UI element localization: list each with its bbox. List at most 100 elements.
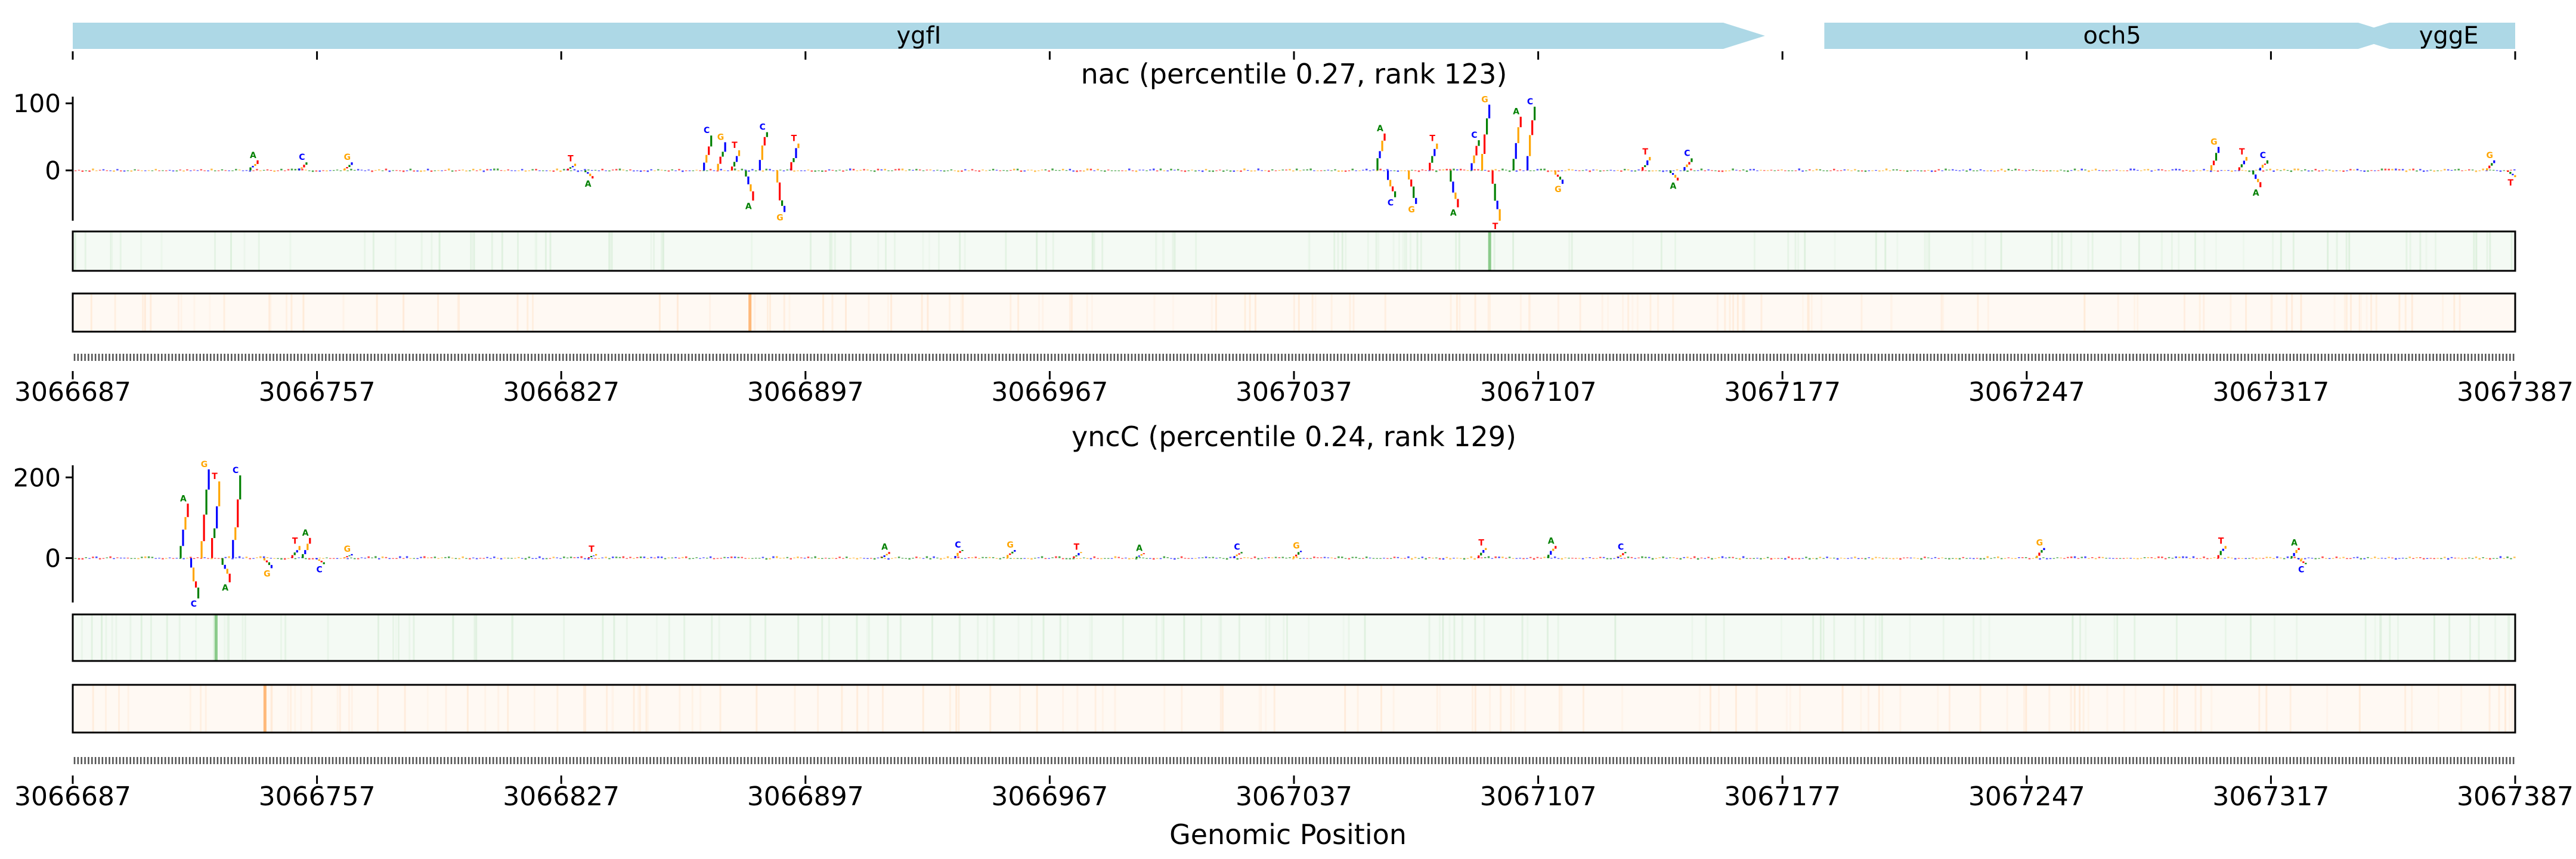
- attribution-noise-mark: [1089, 168, 1092, 171]
- attribution-noise-mark: [1020, 558, 1023, 560]
- attribution-noise-mark: [1913, 170, 1916, 171]
- attribution-noise-mark: [821, 170, 823, 172]
- heatmap-cell: [1881, 685, 1884, 733]
- attribution-noise-mark: [2119, 558, 2122, 559]
- attribution-noise-mark: [2241, 169, 2244, 171]
- attribution-noise-mark: [1212, 170, 1214, 172]
- attribution-noise-mark: [2255, 558, 2258, 560]
- sequence-base: [1015, 757, 1018, 764]
- attribution-noise-mark: [1763, 558, 1766, 559]
- heatmap-cell: [1160, 614, 1163, 661]
- heatmap-cell: [1723, 614, 1725, 661]
- attribution-noise-mark: [761, 170, 764, 172]
- sequence-base: [635, 757, 637, 764]
- sequence-base: [2411, 757, 2413, 764]
- sequence-base: [1899, 757, 1900, 764]
- heatmap-cell: [1311, 293, 1314, 332]
- heatmap-cell: [1030, 614, 1033, 661]
- attribution-noise-mark: [1463, 169, 1466, 171]
- sequence-base: [660, 354, 662, 361]
- sequence-base: [667, 757, 669, 764]
- sequence-base: [932, 354, 934, 361]
- sequence-base: [339, 354, 341, 361]
- attribution-noise-mark: [618, 168, 621, 171]
- sequence-base: [335, 354, 338, 361]
- attribution-noise-mark: [552, 557, 555, 558]
- heatmap-cell: [2366, 293, 2368, 332]
- heatmap-cell: [426, 685, 429, 733]
- attribution-noise-mark: [2084, 169, 2086, 171]
- attribution-noise-mark: [444, 169, 447, 171]
- sequence-base: [2199, 757, 2200, 764]
- peak-letter: C: [955, 540, 961, 550]
- sequence-base: [2387, 354, 2389, 361]
- sequence-base: [2470, 757, 2473, 764]
- sequence-base: [635, 354, 637, 361]
- attribution-noise-mark: [692, 558, 695, 559]
- heatmap-cell: [1854, 614, 1856, 661]
- attribution-noise-mark: [190, 557, 192, 558]
- heatmap-cell: [1070, 293, 1073, 332]
- sequence-base: [1232, 354, 1234, 361]
- attribution-noise-mark: [1955, 558, 1958, 560]
- attribution-noise-mark: [388, 558, 391, 560]
- sequence-base: [1720, 757, 1723, 764]
- attribution-noise-mark: [301, 168, 304, 171]
- attribution-noise-mark: [224, 170, 227, 171]
- sequence-base: [806, 354, 809, 361]
- x-tick-label: 3067317: [2212, 781, 2329, 812]
- sequence-base: [1745, 757, 1747, 764]
- sequence-base: [1539, 354, 1541, 361]
- attribution-noise-mark: [1285, 169, 1287, 171]
- sequence-base: [977, 757, 979, 764]
- sequence-base: [213, 354, 215, 361]
- attribution-noise-mark: [720, 169, 722, 171]
- heatmap-cell: [1884, 231, 1887, 271]
- heatmap-cell: [1392, 685, 1395, 733]
- attribution-noise-mark: [1592, 558, 1594, 559]
- sequence-base: [817, 354, 819, 361]
- sequence-base: [1905, 757, 1908, 764]
- attribution-noise-mark: [2265, 557, 2268, 558]
- attribution-noise-mark: [751, 558, 754, 559]
- heatmap-cell: [1521, 614, 1524, 661]
- attribution-noise-mark: [2122, 558, 2125, 559]
- heatmap-cell: [1086, 293, 1088, 332]
- attribution-noise-mark: [646, 558, 649, 559]
- sequence-base: [2397, 354, 2399, 361]
- sequence-base: [1535, 757, 1538, 764]
- heatmap-cell: [243, 231, 246, 271]
- sequence-base: [101, 757, 104, 764]
- heatmap-cell: [1760, 293, 1763, 332]
- heatmap-cell: [2358, 293, 2361, 332]
- heatmap-cell: [556, 685, 559, 733]
- heatmap-cell: [511, 614, 513, 661]
- attribution-noise-mark: [1815, 169, 1818, 171]
- heatmap-cell: [2364, 614, 2367, 661]
- heatmap-cell: [856, 685, 859, 733]
- sequence-base: [2199, 354, 2200, 361]
- attribution-noise-mark: [1596, 558, 1598, 559]
- attribution-noise-mark: [1575, 170, 1577, 171]
- sequence-base: [1888, 354, 1890, 361]
- sequence-base: [109, 757, 110, 764]
- sequence-base: [1741, 757, 1744, 764]
- heatmap-cell: [1513, 685, 1515, 733]
- sequence-base: [196, 354, 198, 361]
- sequence-base: [2083, 354, 2085, 361]
- sequence-base: [1594, 757, 1597, 764]
- heatmap-cell: [1942, 293, 1945, 332]
- heatmap-cell: [2494, 614, 2497, 661]
- heatmap-cell: [214, 231, 216, 271]
- attribution-peak-segment: [1080, 552, 1082, 554]
- sequence-base: [1856, 757, 1859, 764]
- heatmap-cell: [1631, 293, 1634, 332]
- heatmap-cell: [650, 231, 652, 271]
- heatmap-cell: [1487, 293, 1490, 332]
- sequence-base: [1919, 757, 1921, 764]
- heatmap-peak: [214, 614, 218, 661]
- heatmap-cell: [1455, 231, 1457, 271]
- attribution-peak-segment: [783, 206, 786, 212]
- sequence-base: [2321, 354, 2323, 361]
- attribution-noise-mark: [1456, 169, 1459, 171]
